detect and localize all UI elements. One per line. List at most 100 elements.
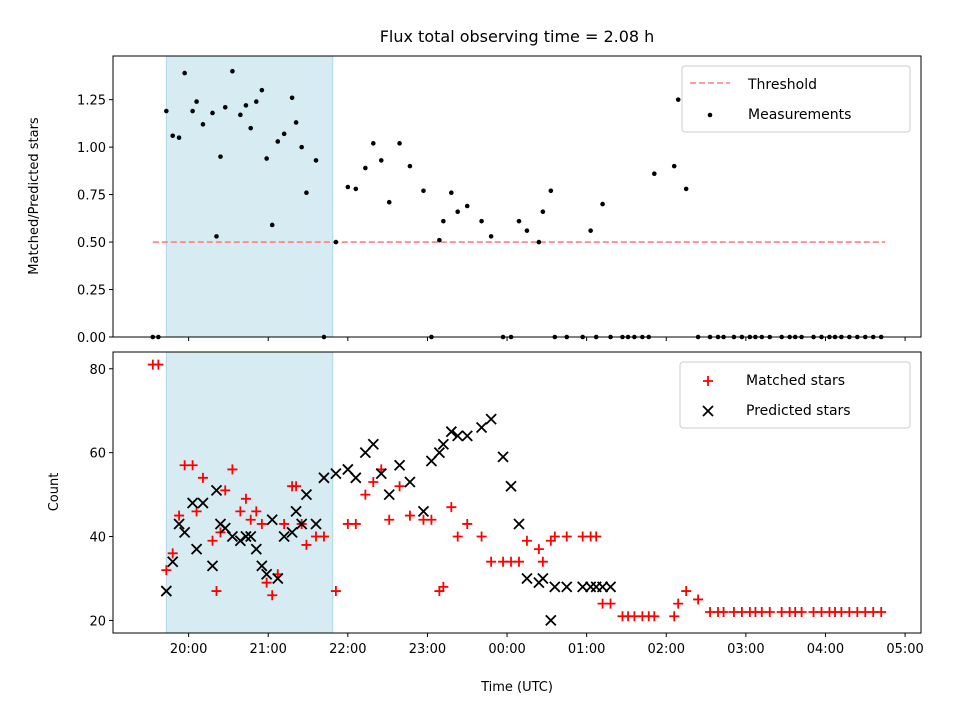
- matched-star-point: [669, 611, 680, 622]
- measurement-point: [333, 239, 339, 245]
- measurement-point: [449, 190, 454, 196]
- legend-label: Matched stars: [746, 373, 845, 389]
- matched-star-point: [591, 531, 602, 542]
- matched-star-point: [153, 359, 164, 370]
- measurement-point: [230, 68, 235, 74]
- matched-star-point: [438, 581, 449, 592]
- measurement-point: [200, 122, 206, 127]
- matched-star-point: [174, 510, 185, 521]
- predicted-star-point: [266, 514, 278, 526]
- matched-star-point: [533, 544, 544, 555]
- predicted-star-point: [226, 530, 239, 543]
- x-tick-label: 00:00: [488, 642, 525, 657]
- predicted-star-point: [404, 476, 416, 488]
- matched-star-point: [220, 485, 231, 496]
- x-tick-label: 21:00: [249, 642, 286, 657]
- measurement-point: [524, 228, 530, 233]
- measurement-point: [600, 201, 605, 207]
- measurement-point: [222, 104, 228, 110]
- measurement-point: [190, 108, 195, 114]
- matched-star-point: [279, 518, 290, 529]
- predicted-star-point: [310, 518, 322, 530]
- predicted-star-point: [261, 568, 273, 580]
- measurement-point: [437, 237, 442, 243]
- measurement-point: [345, 184, 351, 190]
- measurement-point: [683, 186, 689, 192]
- y-tick-label: 60: [89, 447, 106, 462]
- matched-star-point: [561, 531, 572, 542]
- measurement-point: [671, 163, 677, 169]
- measurement-point: [218, 154, 223, 159]
- matched-star-point: [240, 493, 251, 504]
- x-tick-label: 04:00: [807, 642, 844, 657]
- predicted-star-point: [475, 421, 488, 434]
- matched-star-point: [330, 586, 341, 597]
- matched-star-point: [267, 590, 278, 601]
- y-tick-label: 20: [89, 614, 106, 629]
- legend-box: [679, 361, 911, 429]
- measurement-point: [264, 156, 269, 161]
- predicted-star-point: [350, 472, 362, 484]
- measurement-point: [269, 222, 275, 228]
- measurement-point: [243, 103, 249, 108]
- legend-matched-swatch: [703, 376, 713, 386]
- matched-star-point: [245, 514, 256, 525]
- predicted-star-point: [245, 530, 257, 543]
- y-tick-label: 1.00: [77, 141, 106, 156]
- x-tick-label: 20:00: [170, 642, 207, 657]
- predicted-star-point: [197, 497, 209, 509]
- predicted-star-point: [375, 467, 387, 480]
- predicted-star-point: [190, 543, 203, 555]
- predicted-star-point: [160, 585, 172, 597]
- predicted-star-point: [300, 488, 313, 501]
- measurement-point: [652, 171, 657, 177]
- axes-frame: [112, 55, 922, 338]
- matched-star-point: [718, 607, 729, 618]
- x-axis-label: Time (UTC): [480, 680, 553, 695]
- measurement-point: [548, 188, 554, 194]
- chart-title: Flux total observing time = 2.08 h: [380, 27, 655, 46]
- legend-label: Measurements: [748, 107, 851, 123]
- predicted-star-point: [513, 518, 525, 530]
- measurement-point: [164, 108, 169, 114]
- matched-star-point: [537, 556, 548, 567]
- matched-star-point: [513, 556, 524, 567]
- predicted-star-point: [290, 505, 302, 518]
- measurement-point: [441, 218, 446, 224]
- legend-predicted-swatch: [702, 405, 714, 417]
- matched-star-point: [256, 518, 267, 529]
- measurement-point: [455, 209, 460, 214]
- predicted-star-point: [537, 572, 549, 585]
- matched-star-point: [476, 531, 487, 542]
- predicted-star-point: [186, 497, 199, 509]
- bottom-panel: 20 40 60 80 20:00 21:00 22:00 23:00 00:00 01:00 02…: [89, 351, 924, 657]
- y-tick-label: 1.25: [77, 94, 106, 109]
- predicted-star-point: [383, 488, 395, 501]
- predicted-star-point: [497, 451, 509, 463]
- measurement-point: [170, 133, 176, 139]
- measurement-point: [210, 110, 215, 116]
- measurement-point: [363, 165, 368, 171]
- matched-star-point: [161, 565, 172, 576]
- measurement-point: [397, 141, 402, 146]
- measurement-point: [293, 120, 299, 125]
- predicted-star-point: [433, 447, 446, 459]
- predicted-star-point: [240, 530, 252, 543]
- axes-frame: [112, 351, 922, 634]
- top-y-axis-label: Matched/Predicted stars: [27, 117, 42, 275]
- y-tick-label: 0.75: [77, 189, 106, 204]
- measurement-point: [299, 144, 304, 150]
- predicted-star-point: [272, 572, 284, 585]
- y-tick-label: 40: [89, 531, 106, 546]
- predicted-star-point: [393, 459, 406, 471]
- legend-measurement-swatch: [707, 112, 713, 118]
- predicted-star-point: [179, 526, 191, 538]
- measurement-point: [353, 186, 359, 192]
- matched-star-point: [404, 510, 415, 521]
- predicted-star-point: [286, 526, 298, 538]
- measurement-point: [588, 228, 593, 233]
- matched-star-point: [693, 594, 704, 605]
- matched-star-point: [318, 531, 329, 542]
- bottom-y-axis-label: Count: [47, 473, 62, 512]
- measurement-point: [304, 190, 309, 196]
